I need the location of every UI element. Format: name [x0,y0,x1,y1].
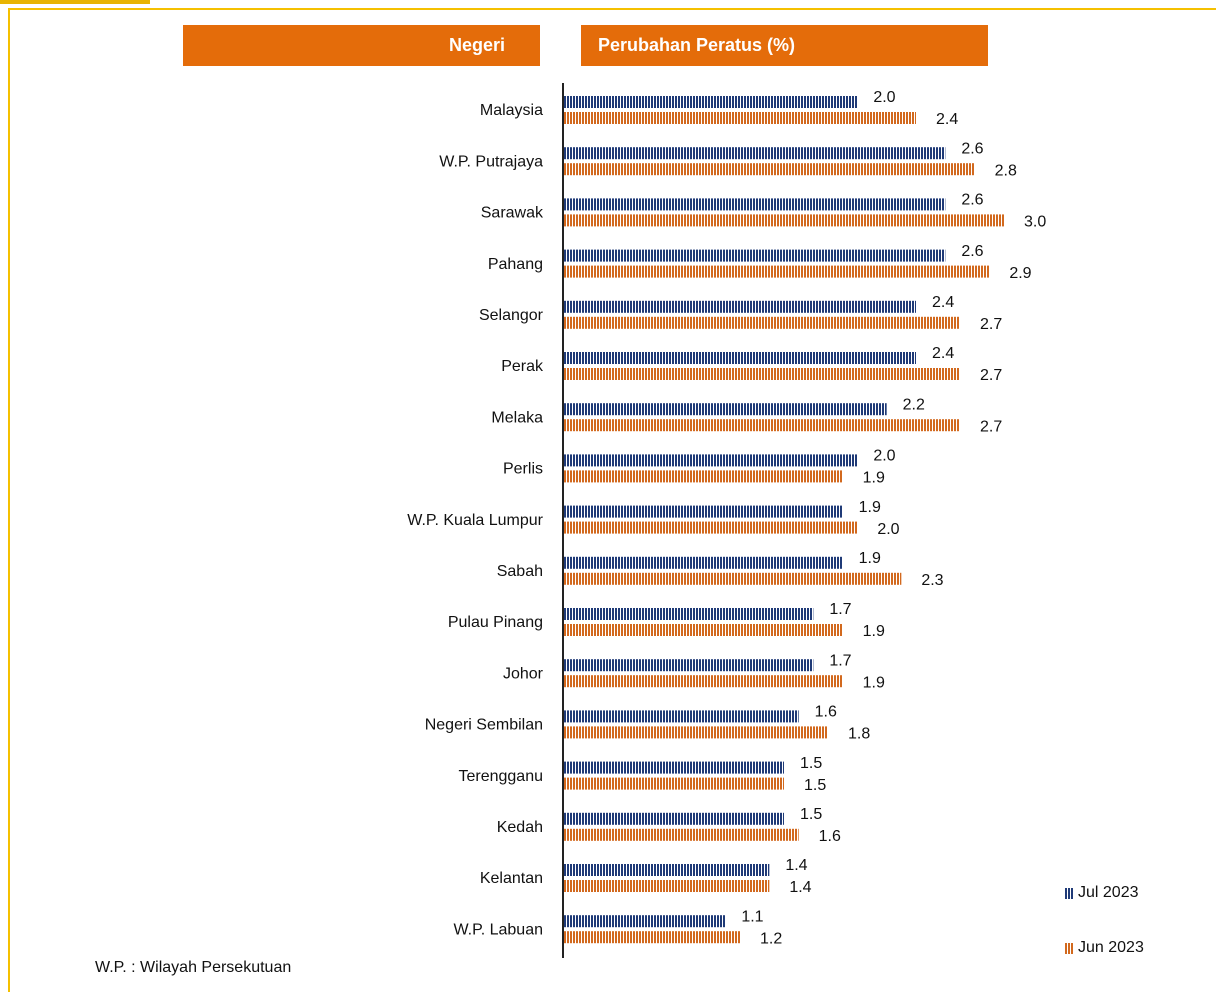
bar [564,163,975,176]
value-label: 1.7 [829,652,851,669]
value-label: 2.4 [936,111,958,128]
bar [564,556,843,569]
category-label: Sabah [497,563,543,580]
value-label: 2.6 [961,243,983,260]
bar [564,454,858,467]
bar [564,761,784,774]
value-label: 2.7 [980,418,1002,435]
value-label: 2.0 [873,89,895,106]
category-label: Perak [501,358,544,375]
value-label: 2.8 [995,162,1017,179]
value-label: 1.7 [829,601,851,618]
value-label: 2.9 [1009,265,1031,282]
header: Perubahan Peratus (%) [598,35,795,55]
bar [564,147,946,160]
value-label: 2.6 [961,192,983,209]
bar [564,608,814,620]
value-label: 1.5 [804,777,826,794]
value-label: 1.5 [800,755,822,772]
value-label: 1.9 [863,470,885,487]
bar [564,419,960,432]
bar [564,265,990,278]
bar [564,659,814,672]
value-label: 1.9 [863,623,885,640]
value-label: 2.0 [873,448,895,465]
category-label: Kedah [497,819,543,836]
bar [564,368,960,380]
bar [564,249,946,262]
value-label: 2.2 [903,396,925,413]
category-label: Negeri Sembilan [425,717,543,734]
bar [564,864,770,876]
legend-swatch [1064,888,1073,899]
value-label: 2.4 [932,294,954,311]
category-label: Malaysia [480,102,543,119]
bar [564,470,843,483]
bar [564,316,960,329]
bar [564,521,858,534]
bar [564,352,916,364]
value-label: 2.4 [932,345,954,362]
legend-label: Jun 2023 [1078,939,1144,956]
header-box [581,25,988,66]
value-label: 1.4 [785,857,807,874]
bar [564,624,843,636]
value-label: 1.6 [815,704,837,721]
value-label: 2.7 [980,316,1002,333]
value-label: 1.8 [848,726,870,743]
bar [564,915,726,928]
footnote: W.P. : Wilayah Persekutuan [95,959,291,976]
category-label: Sarawak [481,205,544,222]
value-label: 1.9 [863,674,885,691]
bar [564,214,1004,227]
category-label: Johor [503,665,544,682]
bar [564,403,887,416]
bar [564,96,858,108]
value-label: 1.2 [760,930,782,947]
category-label: Kelantan [480,870,543,887]
category-label: Pahang [488,256,543,273]
value-label: 3.0 [1024,214,1046,231]
bar [564,880,770,892]
value-label: 1.5 [800,806,822,823]
category-label: Pulau Pinang [448,614,543,631]
category-label: Terengganu [458,768,543,785]
bar [564,572,902,585]
bar [564,198,946,211]
value-label: 1.6 [819,828,841,845]
header: Negeri [449,35,505,55]
category-label: Melaka [491,409,543,426]
value-label: 1.9 [859,550,881,567]
value-label: 1.9 [859,499,881,516]
value-label: 2.3 [921,572,943,589]
category-label: W.P. Kuala Lumpur [407,512,543,529]
value-label: 2.0 [877,521,899,538]
bar [564,675,843,688]
bar [564,931,740,944]
bar [564,828,799,841]
value-label: 2.7 [980,367,1002,384]
legend-label: Jul 2023 [1078,884,1139,901]
header-box [183,25,540,66]
category-label: W.P. Labuan [453,921,543,938]
corner-tab [0,0,150,4]
bar [564,726,828,739]
category-label: W.P. Putrajaya [439,153,543,170]
value-label: 2.6 [961,140,983,157]
bar [564,300,916,313]
legend-swatch [1064,943,1073,954]
bar [564,112,916,124]
value-label: 1.4 [789,879,811,896]
bar [564,777,784,790]
category-label: Perlis [503,461,543,478]
bar [564,710,799,723]
bar [564,505,843,518]
value-label: 1.1 [741,908,763,925]
category-label: Selangor [479,307,544,324]
frame [8,8,1216,992]
bar [564,812,784,825]
